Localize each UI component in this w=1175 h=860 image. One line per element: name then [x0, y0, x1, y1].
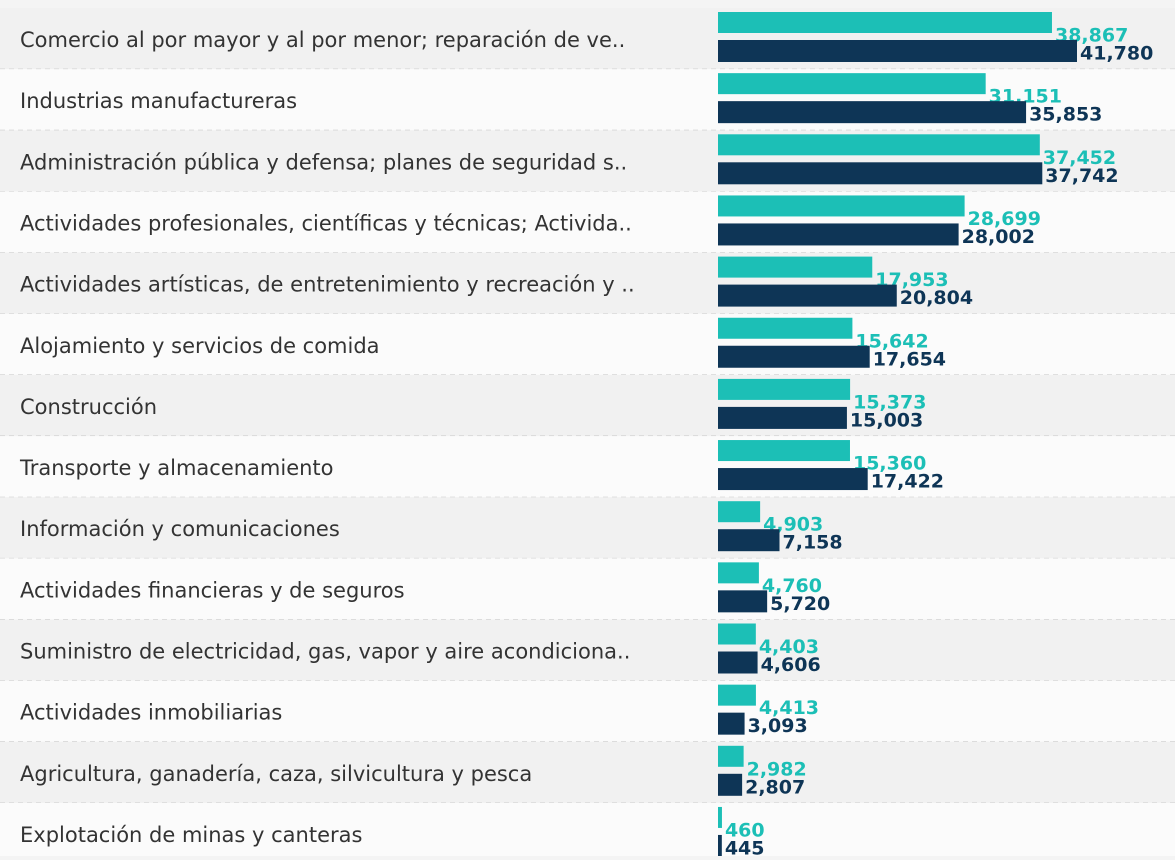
bar: [718, 745, 744, 767]
bar: [718, 501, 761, 523]
bar: [718, 712, 745, 735]
value-label: 41,780: [1080, 43, 1153, 65]
value-label: 445: [725, 837, 765, 856]
value-label: 28,699: [968, 208, 1041, 230]
category-label: Construcción: [20, 395, 157, 419]
value-label: 15,003: [850, 409, 923, 431]
value-label: 4,760: [762, 575, 822, 597]
value-label: 4,413: [759, 697, 819, 719]
value-label: 37,742: [1045, 165, 1118, 187]
bar: [718, 162, 1043, 185]
category-label: Actividades artísticas, de entretenimien…: [20, 273, 635, 297]
bar: [718, 223, 959, 246]
row-band: [0, 680, 1175, 742]
value-label: 2,807: [745, 776, 805, 798]
bar: [718, 562, 759, 584]
category-label: Actividades financieras y de seguros: [20, 578, 405, 602]
bar: [718, 195, 965, 217]
category-label: Información y comunicaciones: [20, 517, 340, 541]
bar: [718, 101, 1027, 124]
row-band: [0, 313, 1175, 375]
bar: [718, 378, 851, 400]
value-label: 17,422: [871, 471, 944, 493]
bar: [718, 834, 722, 857]
bar: [718, 12, 1052, 33]
row-band: [0, 741, 1175, 803]
bar: [718, 806, 722, 828]
category-label: Agricultura, ganadería, caza, silvicultu…: [20, 762, 532, 786]
value-label: 4,606: [761, 654, 821, 676]
value-label: 20,804: [900, 287, 973, 309]
category-label: Explotación de minas y canteras: [20, 823, 362, 847]
value-label: 15,360: [853, 453, 926, 475]
value-label: 37,452: [1043, 147, 1116, 169]
category-label: Actividades profesionales, científicas y…: [20, 211, 632, 235]
bar: [718, 590, 768, 613]
value-label: 4,403: [759, 636, 819, 658]
bar: [718, 529, 780, 552]
category-label: Suministro de electricidad, gas, vapor y…: [20, 640, 630, 664]
category-label: Comercio al por mayor y al por menor; re…: [20, 28, 625, 52]
bar: [718, 73, 986, 95]
value-label: 15,642: [855, 330, 928, 352]
category-label: Industrias manufactureras: [20, 89, 297, 113]
row-band: [0, 558, 1175, 620]
bar: [718, 440, 850, 462]
bar: [718, 317, 853, 339]
category-label: Alojamiento y servicios de comida: [20, 334, 380, 358]
bar: [718, 256, 873, 278]
bar: [718, 406, 847, 429]
bar: [718, 40, 1077, 62]
value-label: 3,093: [748, 715, 808, 737]
row-band: [0, 619, 1175, 681]
bar: [718, 134, 1040, 156]
value-label: 17,654: [873, 348, 946, 370]
value-label: 35,853: [1029, 104, 1102, 126]
bar: [718, 684, 756, 706]
value-label: 7,158: [783, 532, 843, 554]
bar: [718, 773, 743, 796]
row-band: [0, 802, 1175, 860]
category-label: Actividades inmobiliarias: [20, 701, 282, 725]
row-band: [0, 252, 1175, 314]
bar: [718, 623, 756, 645]
value-label: 15,373: [853, 391, 926, 413]
row-band: [0, 374, 1175, 437]
value-label: 460: [725, 819, 765, 841]
bar: [718, 284, 897, 307]
row-band: [0, 436, 1175, 498]
value-label: 28,002: [962, 226, 1035, 248]
value-label: 5,720: [770, 593, 830, 615]
bar: [718, 468, 868, 491]
bar: [718, 345, 870, 368]
category-label: Administración pública y defensa; planes…: [20, 150, 627, 174]
category-label: Transporte y almacenamiento: [19, 456, 334, 480]
value-label: 2,982: [747, 758, 807, 780]
bar: [718, 651, 758, 674]
row-band: [0, 497, 1175, 559]
row-band: [0, 191, 1175, 253]
